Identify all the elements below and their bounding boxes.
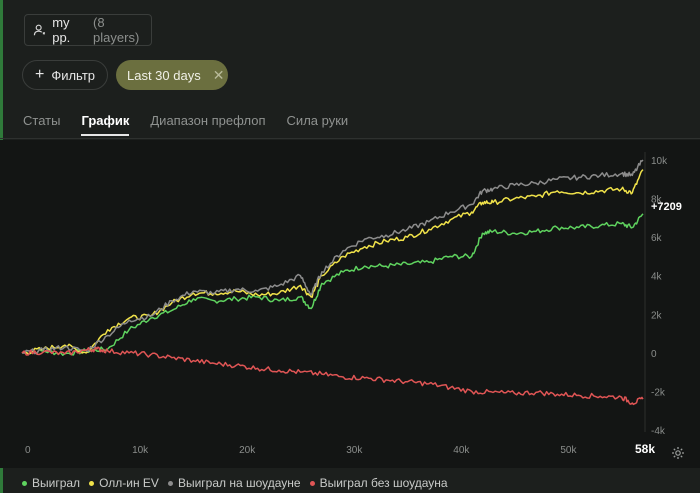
legend-dot [22,480,27,486]
y-tick-label: 4k [651,272,663,283]
player-name: my pp. [52,15,71,45]
end-value-label: +7209 [651,201,682,213]
date-range-chip[interactable]: Last 30 days ✕ [116,60,228,90]
y-tick-label: 0 [651,349,657,360]
player-selector[interactable]: my pp. (8 players) [24,14,152,46]
y-tick-label: 8k [651,195,663,206]
filter-button[interactable]: + Фильтр [22,60,108,90]
gear-icon[interactable] [671,446,685,460]
series-line [21,213,644,356]
player-count: (8 players) [93,15,140,45]
y-tick-label: -4k [651,426,666,437]
x-tick-label: 20k [239,445,256,456]
series-line [21,346,644,406]
chart-legend: Выиграл Олл-ин EV Выиграл на шоудауне Вы… [22,476,457,490]
tab-preflop-range[interactable]: Диапазон префлоп [150,113,266,128]
y-tick-label: -2k [651,387,666,398]
y-tick-label: 6k [651,233,663,244]
legend-item-allin-ev[interactable]: Олл-ин EV [89,476,159,490]
tab-hand-strength[interactable]: Сила руки [286,113,349,128]
tab-divider [0,138,700,139]
legend-label: Выиграл без шоудауна [319,476,448,490]
y-tick-label: 10k [651,156,668,167]
plus-icon: + [34,66,45,83]
x-tick-label: 50k [560,445,577,456]
profit-chart[interactable]: 10k 8k 6k 4k 2k 0 -2k -4k 0 10k 20k 30k 40k 50k 58k +72… [0,140,700,468]
x-tick-label: 30k [346,445,363,456]
date-chip-label: Last 30 days [127,67,201,83]
y-tick-label: 2k [651,310,663,321]
legend-item-non-showdown[interactable]: Выиграл без шоудауна [309,476,448,490]
x-tick-label: 0 [25,445,31,456]
legend-dot [89,480,95,486]
tab-bar: Статы График Диапазон префлоп Сила руки [23,113,369,136]
legend-label: Выиграл на шоудауне [177,476,301,490]
legend-item-showdown[interactable]: Выиграл на шоудауне [167,476,301,490]
tab-stats[interactable]: Статы [23,113,61,128]
legend-label: Выиграл [32,476,81,490]
x-tick-label: 40k [453,445,470,456]
series-line [21,159,644,355]
series-line [21,169,644,355]
close-icon[interactable]: ✕ [212,66,225,83]
user-icon [33,24,46,36]
x-tick-label: 10k [132,445,149,456]
legend-item-won[interactable]: Выиграл [22,476,80,490]
legend-label: Олл-ин EV [99,476,159,490]
legend-dot [167,480,173,486]
chart-area[interactable]: 10k 8k 6k 4k 2k 0 -2k -4k 0 10k 20k 30k 40k 50k 58k +72… [0,140,700,468]
filter-label: Фильтр [51,67,95,83]
legend-dot [309,480,315,486]
x-tick-label: 58k [635,442,655,456]
tab-graph[interactable]: График [81,113,130,136]
